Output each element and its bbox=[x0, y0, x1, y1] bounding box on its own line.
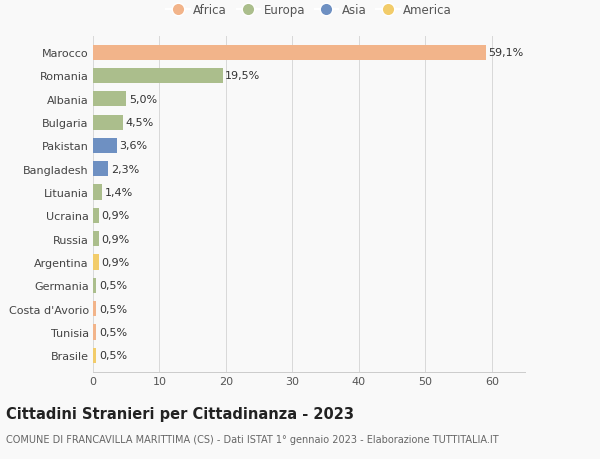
Text: 0,5%: 0,5% bbox=[99, 327, 127, 337]
Text: 19,5%: 19,5% bbox=[225, 71, 260, 81]
Text: 0,9%: 0,9% bbox=[101, 257, 130, 268]
Text: 0,5%: 0,5% bbox=[99, 281, 127, 291]
Bar bbox=[93, 92, 126, 107]
Text: 0,5%: 0,5% bbox=[99, 351, 127, 360]
Bar bbox=[93, 348, 97, 363]
Text: 0,9%: 0,9% bbox=[101, 234, 130, 244]
Bar bbox=[93, 139, 117, 154]
Text: 3,6%: 3,6% bbox=[119, 141, 148, 151]
Legend: Africa, Europa, Asia, America: Africa, Europa, Asia, America bbox=[166, 4, 452, 17]
Bar bbox=[93, 69, 223, 84]
Bar bbox=[93, 278, 97, 293]
Text: 0,5%: 0,5% bbox=[99, 304, 127, 314]
Text: 4,5%: 4,5% bbox=[125, 118, 154, 128]
Bar bbox=[93, 208, 99, 224]
Text: 2,3%: 2,3% bbox=[111, 164, 139, 174]
Text: 1,4%: 1,4% bbox=[105, 188, 133, 198]
Bar bbox=[93, 162, 108, 177]
Bar bbox=[93, 45, 486, 61]
Text: COMUNE DI FRANCAVILLA MARITTIMA (CS) - Dati ISTAT 1° gennaio 2023 - Elaborazione: COMUNE DI FRANCAVILLA MARITTIMA (CS) - D… bbox=[6, 434, 499, 444]
Bar bbox=[93, 232, 99, 247]
Text: 0,9%: 0,9% bbox=[101, 211, 130, 221]
Bar bbox=[93, 302, 97, 317]
Text: Cittadini Stranieri per Cittadinanza - 2023: Cittadini Stranieri per Cittadinanza - 2… bbox=[6, 406, 354, 421]
Bar bbox=[93, 255, 99, 270]
Text: 5,0%: 5,0% bbox=[129, 95, 157, 105]
Bar bbox=[93, 185, 103, 200]
Bar bbox=[93, 115, 123, 130]
Bar bbox=[93, 325, 97, 340]
Text: 59,1%: 59,1% bbox=[488, 48, 524, 58]
